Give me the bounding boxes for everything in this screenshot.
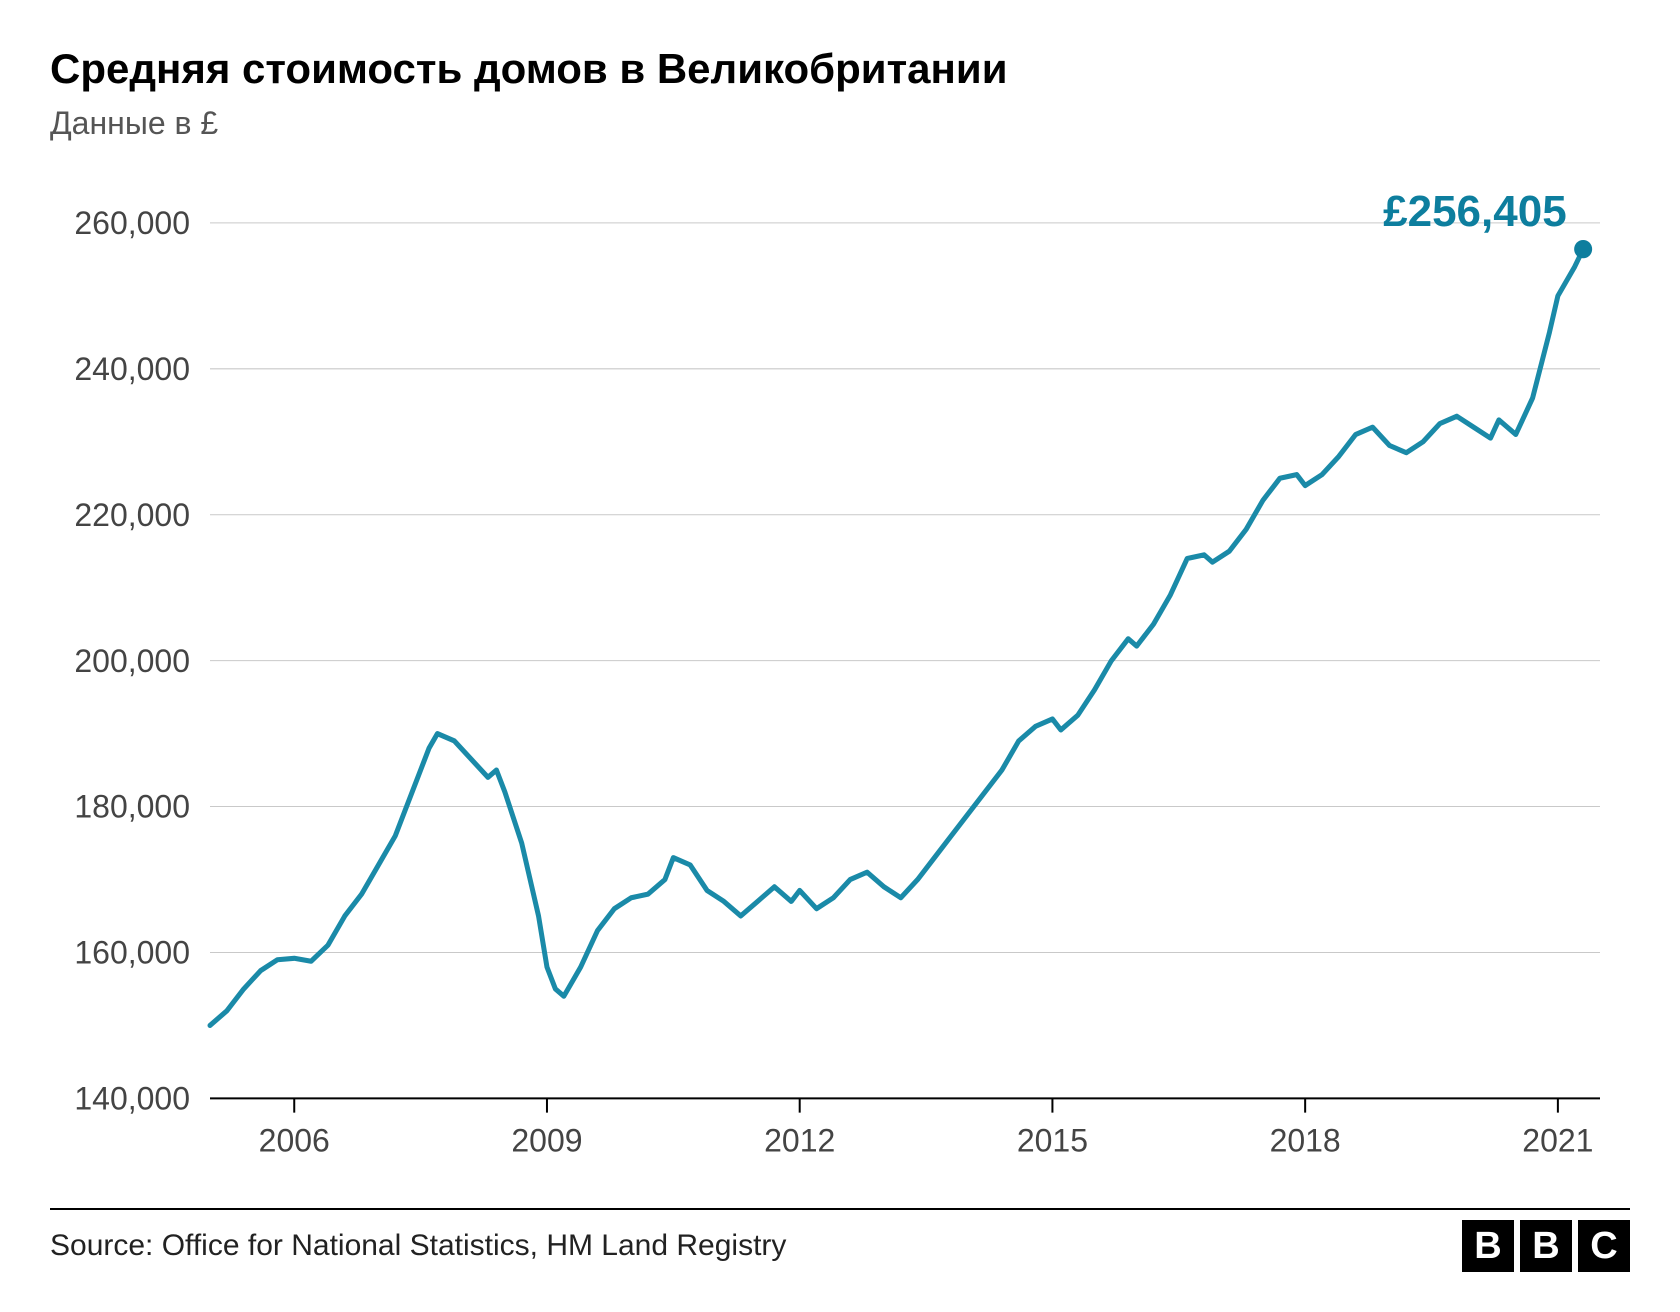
y-axis-label: 260,000 xyxy=(74,205,190,241)
x-axis-label: 2018 xyxy=(1270,1122,1341,1158)
end-value-annotation: £256,405 xyxy=(1383,187,1567,237)
x-axis-label: 2006 xyxy=(259,1122,330,1158)
y-axis-label: 140,000 xyxy=(74,1080,190,1116)
end-point-marker xyxy=(1574,240,1592,258)
y-axis-label: 200,000 xyxy=(74,643,190,679)
bbc-letter-c: C xyxy=(1578,1220,1630,1272)
price-line xyxy=(210,249,1583,1025)
x-axis-label: 2012 xyxy=(764,1122,835,1158)
y-axis-label: 240,000 xyxy=(74,351,190,387)
bbc-letter-b2: B xyxy=(1520,1220,1572,1272)
x-axis-label: 2021 xyxy=(1522,1122,1593,1158)
x-axis-label: 2015 xyxy=(1017,1122,1088,1158)
chart-title: Средняя стоимость домов в Великобритании xyxy=(50,45,1630,93)
chart-subtitle: Данные в £ xyxy=(50,105,1630,142)
bbc-letter-b1: B xyxy=(1462,1220,1514,1272)
plot-area: 140,000 160,000 180,000 200,000 220,000 240,0… xyxy=(50,172,1630,1190)
x-axis-label: 2009 xyxy=(511,1122,582,1158)
y-axis-label: 180,000 xyxy=(74,788,190,824)
source-text: Source: Office for National Statistics, … xyxy=(50,1229,786,1263)
y-axis-label: 220,000 xyxy=(74,497,190,533)
chart-footer: Source: Office for National Statistics, … xyxy=(50,1208,1630,1272)
line-chart-svg: 140,000 160,000 180,000 200,000 220,000 240,0… xyxy=(50,172,1630,1190)
bbc-logo: B B C xyxy=(1462,1220,1630,1272)
y-axis-label: 160,000 xyxy=(74,934,190,970)
